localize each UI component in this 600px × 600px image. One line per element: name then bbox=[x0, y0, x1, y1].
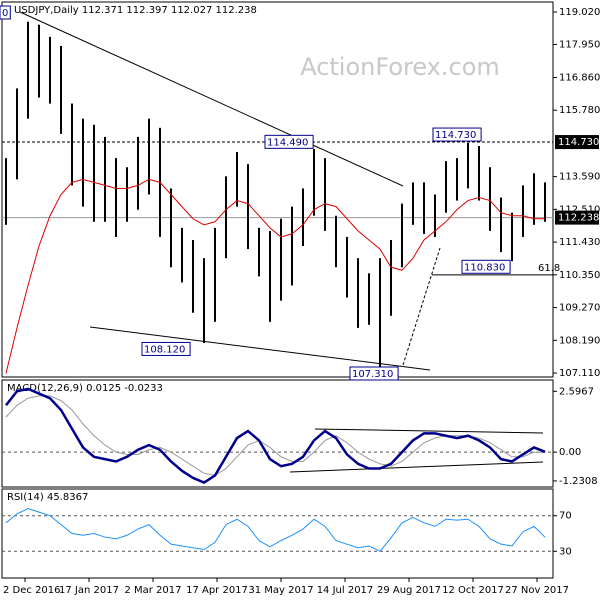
y-tick-label: 111.430 bbox=[559, 237, 600, 248]
macd-panel bbox=[1, 379, 554, 488]
annotation-label: 114.730 bbox=[435, 130, 476, 141]
y-tick-label: 2.5967 bbox=[559, 386, 594, 397]
x-tick-label: 27 Nov 2017 bbox=[505, 585, 569, 596]
y-tick-label: 30 bbox=[559, 546, 572, 557]
level-label: 114.730 bbox=[558, 137, 599, 148]
macd-title: MACD(12,26,9) 0.0125 -0.0233 bbox=[7, 383, 163, 394]
trend-line bbox=[19, 11, 404, 187]
y-tick-label: 119.020 bbox=[559, 7, 600, 18]
x-tick-label: 14 Jul 2017 bbox=[317, 585, 374, 596]
x-tick-label: 17 Apr 2017 bbox=[186, 585, 248, 596]
annotation-box bbox=[349, 366, 399, 381]
rsi-title: RSI(14) 45.8367 bbox=[7, 492, 88, 503]
x-tick-label: 31 May 2017 bbox=[248, 585, 313, 596]
annotation-label: 107.310 bbox=[352, 369, 393, 380]
x-tick-label: 2 Mar 2017 bbox=[124, 585, 181, 596]
y-tick-label: 108.190 bbox=[559, 335, 600, 346]
trend-line bbox=[89, 326, 431, 371]
y-tick-label: 109.270 bbox=[559, 303, 600, 314]
x-tick-label: 12 Oct 2017 bbox=[442, 585, 504, 596]
annotation-label: 114.490 bbox=[267, 137, 308, 148]
annotation-label: 110.830 bbox=[464, 262, 505, 273]
annotation-box bbox=[141, 341, 191, 356]
rsi-panel bbox=[1, 488, 554, 579]
y-tick-label: 113.590 bbox=[559, 172, 600, 183]
rsi-line bbox=[5, 508, 546, 552]
trend-line bbox=[314, 428, 544, 434]
annotation-label: 0 bbox=[2, 8, 8, 19]
fib-label: 61.8 bbox=[538, 263, 560, 274]
x-tick-label: 29 Aug 2017 bbox=[377, 585, 441, 596]
y-tick-label: 110.350 bbox=[559, 270, 600, 281]
y-tick-label: -1.2308 bbox=[559, 476, 598, 487]
level-box bbox=[555, 135, 599, 150]
trend-line bbox=[402, 247, 441, 366]
macd-line bbox=[5, 387, 546, 484]
x-tick-label: 2 Dec 2016 bbox=[3, 585, 61, 596]
price-panel bbox=[1, 1, 554, 378]
moving-average bbox=[5, 178, 545, 374]
annotation-box bbox=[264, 134, 314, 149]
y-tick-label: 0.00 bbox=[559, 447, 581, 458]
x-tick-label: 17 Jan 2017 bbox=[59, 585, 119, 596]
y-tick-label: 115.780 bbox=[559, 105, 600, 116]
annotation-box bbox=[461, 259, 511, 274]
annotation-box bbox=[432, 127, 482, 142]
macd-signal bbox=[5, 395, 546, 477]
y-tick-label: 107.110 bbox=[559, 368, 600, 379]
trend-line bbox=[289, 461, 544, 473]
watermark: ActionForex.com bbox=[300, 53, 500, 81]
annotation-box bbox=[0, 5, 11, 20]
y-tick-label: 116.860 bbox=[559, 72, 600, 83]
chart-title: USDJPY,Daily 112.371 112.397 112.027 112… bbox=[14, 5, 257, 16]
level-box bbox=[555, 210, 599, 225]
annotation-label: 108.120 bbox=[144, 344, 185, 355]
y-tick-label: 70 bbox=[559, 511, 572, 522]
y-tick-label: 112.510 bbox=[559, 204, 600, 215]
level-label: 112.238 bbox=[558, 213, 599, 224]
y-tick-label: 117.950 bbox=[559, 39, 600, 50]
